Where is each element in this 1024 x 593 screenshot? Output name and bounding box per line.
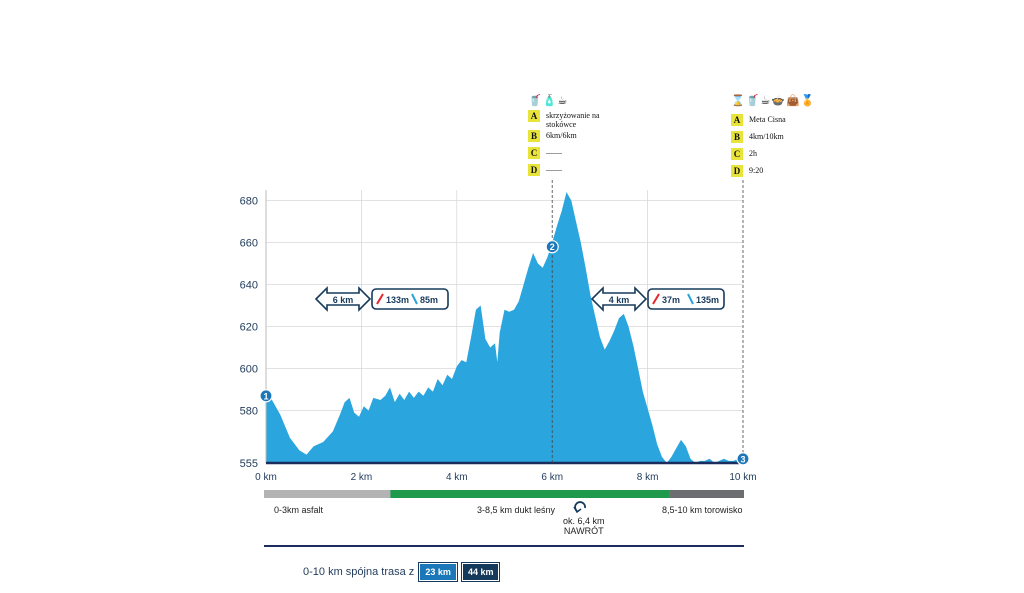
terrain-segment-bar: [264, 490, 393, 498]
waypoint-marker: [736, 452, 750, 466]
badge-23km: 23 km: [418, 562, 458, 582]
leg-ascent: 133m: [386, 295, 409, 305]
y-tick-label: 580: [240, 406, 258, 418]
checkpoint-3-row-c: C 2h: [731, 148, 815, 165]
ascent-descent-box: [647, 288, 725, 310]
leg-box: 4 km 37m 135m: [590, 286, 725, 312]
checkpoint-3-amenities-icon: ⌛🥤☕🍲👜🏅: [731, 94, 816, 107]
row-key: C: [528, 147, 540, 159]
ascent-arrow-icon: [652, 293, 660, 305]
row-value: 6km/6km: [546, 131, 577, 140]
row-key: D: [528, 164, 540, 176]
row-value: ——: [546, 148, 562, 157]
checkpoint-2-amenities-icon: 🥤🧴☕: [528, 94, 569, 107]
checkpoint-2-row-b: B 6km/6km: [528, 130, 606, 147]
row-key: B: [528, 130, 540, 142]
distance-arrow-icon: [314, 286, 372, 312]
ascent-arrow-icon: [376, 293, 384, 305]
row-key: A: [528, 110, 540, 122]
leg-box: 6 km 133m 85m: [314, 286, 449, 312]
leg-boxes: 6 km 133m 85m 4 km 37m 135m: [314, 286, 725, 312]
descent-arrow-icon: [687, 293, 694, 305]
checkpoint-3-row-b: B 4km/10km: [731, 131, 815, 148]
y-tick-label: 640: [240, 280, 258, 292]
row-value: 2h: [749, 149, 757, 158]
u-turn-arrowhead-icon: [573, 506, 582, 514]
y-tick-label: 660: [240, 238, 258, 250]
checkpoint-2-info: 🥤🧴☕ A skrzyżowanie na stokówce B 6km/6km…: [528, 94, 606, 181]
checkpoint-3-row-a: A Meta Cisna: [731, 114, 815, 131]
row-value: skrzyżowanie na stokówce: [546, 111, 600, 129]
elevation-area: [266, 192, 743, 463]
footer-note: 0-10 km spójna trasa z 23 km 44 km: [303, 562, 501, 582]
ascent-descent-box: [371, 288, 449, 310]
segment-label-track: 8,5-10 km torowisko: [662, 505, 743, 515]
row-value: 4km/10km: [749, 132, 784, 141]
checkpoint-2-row-d: D ——: [528, 164, 606, 181]
axis-layer: 555 580 600 620 640 660 680 0 km 2 km 4 km 6 km 8 k…: [240, 180, 757, 483]
x-tick-label: 8 km: [637, 472, 659, 483]
row-value: ——: [546, 165, 562, 174]
turnaround-title: NAWRÓT: [563, 526, 604, 536]
waypoint-number: 3: [740, 454, 745, 464]
row-value: Meta Cisna: [749, 115, 786, 124]
leg-distance: 4 km: [609, 295, 630, 305]
x-tick-label: 10 km: [729, 472, 756, 483]
footer-text: 0-10 km spójna trasa z: [303, 565, 415, 578]
waypoint-number: 1: [263, 391, 268, 401]
terrain-segment-bar: [390, 490, 670, 498]
y-tick-label: 555: [240, 458, 258, 470]
checkpoint-2-row-c: C ——: [528, 147, 606, 164]
x-tick-label: 2 km: [351, 472, 373, 483]
checkpoint-3-row-d: D 9:20: [731, 165, 815, 182]
x-tick-label: 0 km: [255, 472, 277, 483]
y-tick-label: 620: [240, 322, 258, 334]
distance-arrow-icon: [590, 286, 648, 312]
terrain-segment-bar: [669, 490, 744, 498]
row-key: B: [731, 131, 743, 143]
waypoint-number: 2: [550, 242, 555, 252]
terrain-segments: [264, 490, 744, 514]
leg-descent: 85m: [420, 295, 438, 305]
segment-label-forest: 3-8,5 km dukt leśny: [477, 505, 556, 515]
waypoint-markers: 1 2 3: [259, 240, 750, 466]
row-key: C: [731, 148, 743, 160]
checkpoint-2-row-a: A skrzyżowanie na stokówce: [528, 110, 606, 130]
waypoint-marker: [545, 240, 559, 254]
x-tick-label: 4 km: [446, 472, 468, 483]
leg-ascent: 37m: [662, 295, 680, 305]
leg-descent: 135m: [696, 295, 719, 305]
row-key: D: [731, 165, 743, 177]
leg-distance: 6 km: [333, 295, 354, 305]
x-tick-label: 6 km: [541, 472, 563, 483]
turnaround-distance: ok. 6,4 km: [563, 516, 605, 526]
row-value: 9:20: [749, 166, 764, 175]
descent-arrow-icon: [411, 293, 418, 305]
badge-44km: 44 km: [460, 562, 501, 582]
y-tick-label: 680: [240, 196, 258, 208]
turnaround-label: ok. 6,4 km NAWRÓT: [563, 516, 605, 536]
checkpoint-3-info: ⌛🥤☕🍲👜🏅 A Meta Cisna B 4km/10km C 2h D 9:…: [731, 94, 815, 182]
waypoint-marker: [259, 389, 273, 403]
elevation-area-layer: [266, 192, 743, 463]
segment-label-asphalt: 0-3km asfalt: [274, 505, 324, 515]
y-tick-label: 600: [240, 364, 258, 376]
row-key: A: [731, 114, 743, 126]
